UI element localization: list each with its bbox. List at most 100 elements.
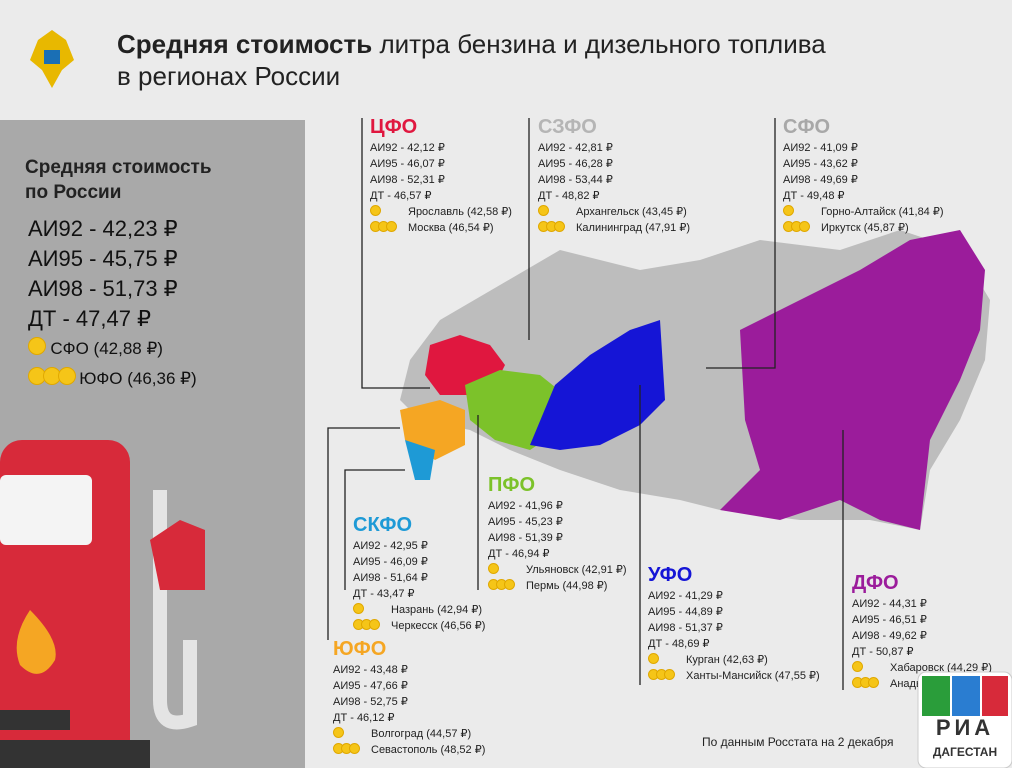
price-extreme: Курган (42,63 ₽) — [648, 652, 820, 668]
price-extreme: Волгоград (44,57 ₽) — [333, 726, 485, 742]
coin-icon — [333, 742, 371, 758]
price-line: АИ98 - 49,62 ₽ — [852, 630, 927, 642]
price-line: ДТ - 46,12 ₽ — [333, 712, 395, 724]
price-line: АИ95 - 47,66 ₽ — [333, 680, 408, 692]
price-line: АИ92 - 42,81 ₽ — [538, 142, 613, 154]
coin — [648, 653, 659, 664]
coin-icon — [648, 652, 686, 668]
price-extreme: Ульяновск (42,91 ₽) — [488, 562, 627, 578]
extreme-text: Ульяновск (42,91 ₽) — [526, 564, 627, 576]
coin — [488, 563, 499, 574]
district-block: СЗФО АИ92 - 42,81 ₽ АИ95 - 46,28 ₽ АИ98 - 5… — [538, 116, 690, 236]
logo-bottom: ДАГЕСТАН — [932, 745, 998, 759]
coin — [369, 619, 380, 630]
price-line: АИ92 - 41,96 ₽ — [488, 500, 563, 512]
coin — [504, 579, 515, 590]
coin-icon — [538, 204, 576, 220]
price-extreme: Хабаровск (44,29 ₽) — [852, 660, 992, 676]
source: По данным Росстата на 2 декабря — [702, 735, 894, 749]
extreme-text: СФО (42,88 ₽) — [50, 339, 163, 358]
district-name: СКФО — [353, 514, 413, 536]
coin — [799, 221, 810, 232]
coin — [353, 603, 364, 614]
extreme-text: Черкесск (46,56 ₽) — [391, 620, 486, 632]
coin-icon — [488, 578, 526, 594]
coin — [538, 205, 549, 216]
price-extreme: СФО (42,88 ₽) — [28, 334, 197, 364]
price-line: ДТ - 48,82 ₽ — [538, 190, 600, 202]
district-block: ДФО АИ92 - 44,31 ₽ АИ95 - 46,51 ₽ АИ98 - 49… — [852, 572, 992, 692]
logo-top: РИА — [935, 715, 995, 740]
district-block: СКФО АИ92 - 42,95 ₽ АИ95 - 46,09 ₽ АИ98 - 5… — [353, 514, 485, 634]
price-line: АИ92 - 41,09 ₽ — [783, 142, 858, 154]
extreme-text: Архангельск (43,45 ₽) — [576, 206, 687, 218]
district-name: ДФО — [852, 572, 899, 594]
coin-icon — [370, 220, 408, 236]
russia-title-line: Средняя стоимость — [25, 157, 212, 178]
price-extreme: ЮФО (46,36 ₽) — [28, 364, 197, 394]
price-extreme: Горно-Алтайск (41,84 ₽) — [783, 204, 944, 220]
price-extreme: Иркутск (45,87 ₽) — [783, 220, 944, 236]
district-block: ЮФО АИ92 - 43,48 ₽ АИ95 - 47,66 ₽ АИ98 - 52… — [333, 638, 485, 758]
extreme-text: Назрань (42,94 ₽) — [391, 604, 482, 616]
price-line: АИ98 - 51,37 ₽ — [648, 622, 723, 634]
price-line: АИ95 - 45,23 ₽ — [488, 516, 563, 528]
extreme-text: Москва (46,54 ₽) — [408, 222, 494, 234]
price-line: ДТ - 47,47 ₽ — [28, 306, 152, 331]
price-line: АИ98 - 53,44 ₽ — [538, 174, 613, 186]
extreme-text: Горно-Алтайск (41,84 ₽) — [821, 206, 944, 218]
extreme-text: Севастополь (48,52 ₽) — [371, 744, 486, 756]
leader-lines — [327, 118, 844, 690]
title-line2: в регионах России — [117, 61, 341, 91]
price-line: ДТ - 49,48 ₽ — [783, 190, 845, 202]
price-line: ДТ - 46,57 ₽ — [370, 190, 432, 202]
extreme-text: Хабаровск (44,29 ₽) — [890, 662, 992, 674]
price-line: АИ98 - 51,39 ₽ — [488, 532, 563, 544]
price-line: ДТ - 48,69 ₽ — [648, 638, 710, 650]
price-line: ДТ - 46,94 ₽ — [488, 548, 550, 560]
title-bold: Средняя стоимость — [117, 29, 373, 59]
russia-prices: АИ92 - 42,23 ₽ АИ95 - 45,75 ₽ АИ98 - 51,73… — [28, 214, 197, 394]
price-line: АИ95 - 46,51 ₽ — [852, 614, 927, 626]
extreme-text: ЮФО (46,36 ₽) — [79, 369, 197, 388]
extreme-text: Ярославль (42,58 ₽) — [408, 206, 512, 218]
coin — [783, 205, 794, 216]
coin — [58, 367, 76, 385]
district-name: УФО — [648, 564, 693, 586]
emblem — [30, 30, 74, 88]
coin — [349, 743, 360, 754]
price-line: АИ98 - 52,31 ₽ — [370, 174, 445, 186]
price-extreme: Черкесск (46,56 ₽) — [353, 618, 485, 634]
price-extreme: Пермь (44,98 ₽) — [488, 578, 627, 594]
coin-icon — [783, 204, 821, 220]
price-line: АИ95 - 44,89 ₽ — [648, 606, 723, 618]
extreme-text: Курган (42,63 ₽) — [686, 654, 768, 666]
coin — [370, 205, 381, 216]
price-line: АИ95 - 46,09 ₽ — [353, 556, 428, 568]
extreme-text: Калининград (47,91 ₽) — [576, 222, 691, 234]
price-line: АИ98 - 49,69 ₽ — [783, 174, 858, 186]
price-line: АИ92 - 42,95 ₽ — [353, 540, 428, 552]
price-extreme: Архангельск (43,45 ₽) — [538, 204, 690, 220]
extreme-text: Волгоград (44,57 ₽) — [371, 728, 472, 740]
extreme-text: Ханты-Мансийск (47,55 ₽) — [686, 670, 820, 682]
district-name: ЮФО — [333, 638, 387, 660]
price-extreme: Калининград (47,91 ₽) — [538, 220, 690, 236]
price-line: АИ95 - 45,75 ₽ — [28, 246, 178, 271]
coin-icon — [28, 334, 50, 364]
price-line: АИ92 - 44,31 ₽ — [852, 598, 927, 610]
price-extreme: Севастополь (48,52 ₽) — [333, 742, 485, 758]
price-line: АИ95 - 43,62 ₽ — [783, 158, 858, 170]
coin-icon — [353, 618, 391, 634]
price-line: АИ95 - 46,07 ₽ — [370, 158, 445, 170]
coin-icon — [783, 220, 821, 236]
price-extreme: Москва (46,54 ₽) — [370, 220, 512, 236]
russia-map — [400, 230, 990, 530]
title: Средняя стоимость литра бензина и дизель… — [117, 28, 826, 92]
price-extreme: Назрань (42,94 ₽) — [353, 602, 485, 618]
district-name: ПФО — [488, 474, 536, 496]
coin — [852, 661, 863, 672]
price-extreme: Ярославль (42,58 ₽) — [370, 204, 512, 220]
